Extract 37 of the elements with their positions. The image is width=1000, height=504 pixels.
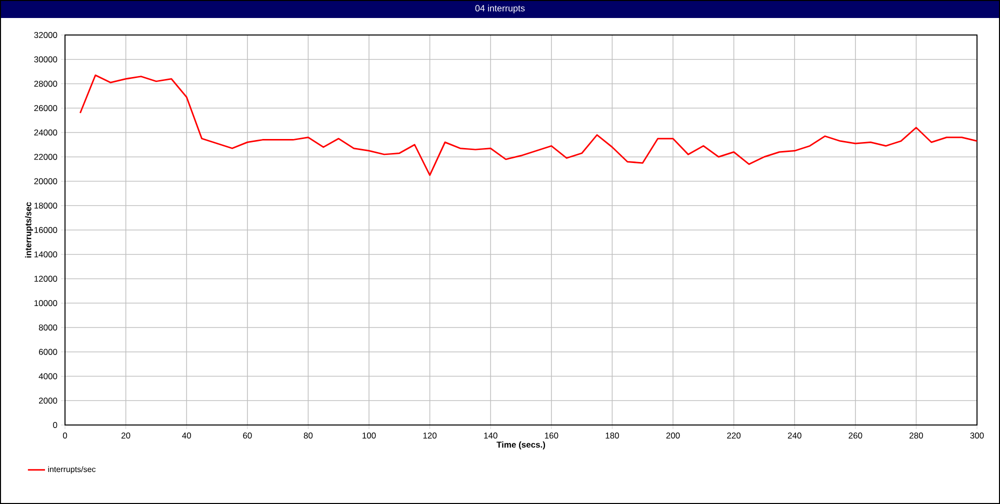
x-tick-label: 280: [910, 432, 923, 439]
x-axis-title: Time (secs.): [496, 441, 546, 450]
x-tick-label: 140: [484, 432, 498, 439]
y-axis-title: interrupts/sec: [25, 202, 33, 258]
x-tick-label: 240: [788, 432, 802, 439]
y-tick-label: 14000: [34, 251, 58, 258]
y-tick-label: 8000: [38, 324, 58, 331]
x-tick-label: 180: [606, 432, 619, 439]
y-tick-label: 20000: [34, 178, 58, 184]
x-tick-label: 40: [182, 432, 191, 439]
x-tick-label: 20: [122, 432, 130, 439]
y-tick-label: 12000: [34, 276, 58, 282]
legend-label: interrupts/sec: [48, 466, 96, 474]
x-tick-label: 200: [666, 432, 680, 439]
y-tick-label: 18000: [34, 202, 58, 209]
chart-title: 04 interrupts: [475, 4, 525, 14]
x-tick-label: 220: [727, 432, 741, 439]
y-tick-label: 24000: [34, 129, 58, 136]
y-tick-label: 22000: [34, 154, 58, 160]
y-tick-label: 16000: [34, 226, 58, 234]
x-tick-label: 160: [544, 432, 558, 439]
y-tick-label: 28000: [34, 80, 58, 87]
x-tick-label: 100: [362, 432, 376, 439]
y-tick-label: 10000: [34, 300, 58, 306]
x-tick-label: 60: [243, 432, 252, 439]
y-tick-label: 0: [53, 422, 58, 428]
y-tick-label: 30000: [34, 56, 58, 62]
y-tick-label: 6000: [39, 348, 58, 355]
y-tick-label: 2000: [38, 398, 58, 404]
y-tick-label: 26000: [34, 105, 58, 112]
x-tick-label: 120: [423, 432, 437, 439]
y-tick-label: 32000: [34, 32, 58, 38]
x-tick-label: 260: [848, 432, 862, 439]
y-tick-label: 4000: [38, 373, 58, 380]
x-tick-label: 80: [304, 432, 313, 439]
x-tick-label: 300: [970, 432, 984, 439]
x-tick-label: 0: [62, 432, 68, 439]
